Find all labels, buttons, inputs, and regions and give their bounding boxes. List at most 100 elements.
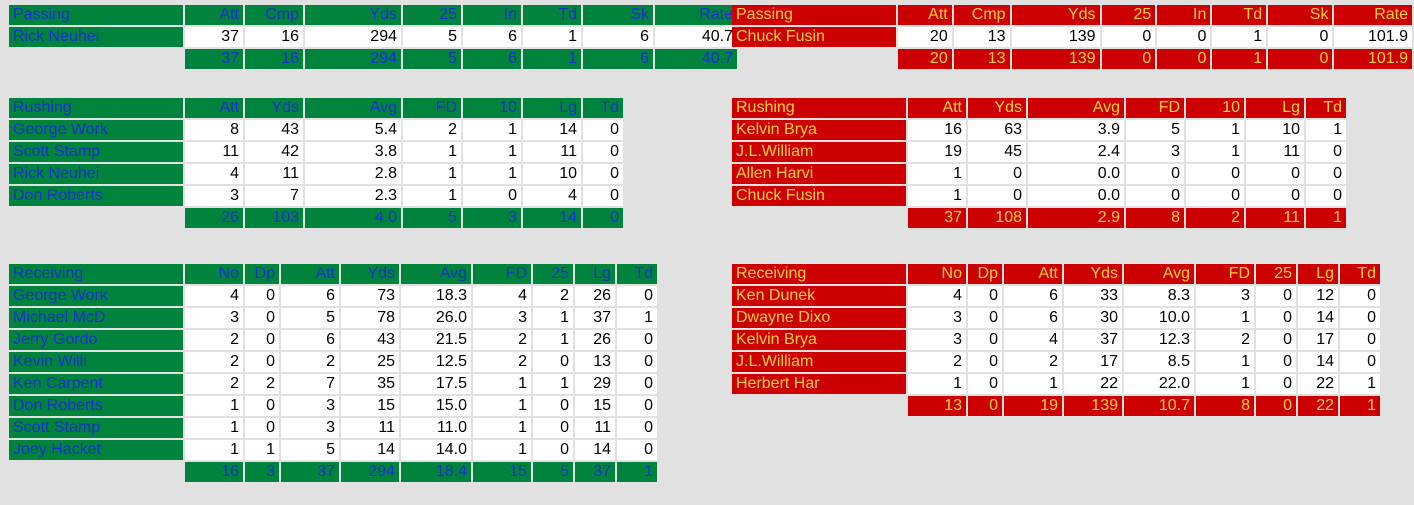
- stat-value: 1: [185, 440, 243, 460]
- total-value: 0: [968, 396, 1002, 416]
- stat-value: 0: [617, 330, 657, 350]
- stat-value: 1: [463, 164, 521, 184]
- header-row: Receiving No Dp Att Yds Avg FD 25 Lg Td: [732, 264, 1380, 284]
- total-value: 19: [1004, 396, 1062, 416]
- total-value: 40.7: [655, 49, 737, 69]
- totals-spacer: [9, 49, 183, 69]
- player-name: Joey Hacket: [9, 440, 183, 460]
- stat-value: 0: [583, 164, 623, 184]
- total-value: 101.9: [1334, 49, 1412, 69]
- stat-value: 2: [185, 352, 243, 372]
- totals-row: 26 103 4.0 5 3 14 0: [9, 208, 623, 228]
- stat-value: 0: [245, 308, 279, 328]
- home-passing-table: Passing Att Cmp Yds 25 In Td Sk Rate Rick Neuhei 3…: [7, 3, 739, 71]
- total-value: 108: [968, 208, 1026, 228]
- total-value: 5: [403, 208, 461, 228]
- stat-value: 4: [185, 164, 243, 184]
- totals-row: 37 16 294 5 6 1 6 40.7: [9, 49, 737, 69]
- stat-value: 1: [533, 374, 573, 394]
- totals-spacer: [732, 396, 906, 416]
- player-name: Kelvin Brya: [732, 330, 906, 350]
- column-header: No: [908, 264, 966, 284]
- column-header: In: [1157, 5, 1211, 25]
- stat-value: 294: [305, 27, 401, 47]
- stat-value: 14: [341, 440, 399, 460]
- stat-value: 2: [473, 330, 531, 350]
- total-value: 37: [185, 49, 243, 69]
- column-header: No: [185, 264, 243, 284]
- stat-value: 0: [1256, 308, 1296, 328]
- player-name: George Work: [9, 286, 183, 306]
- column-header: Avg: [305, 98, 401, 118]
- player-name: Dwayne Dixo: [732, 308, 906, 328]
- stat-value: 2: [403, 120, 461, 140]
- stat-value: 0: [533, 352, 573, 372]
- stat-value: 14: [575, 440, 615, 460]
- stat-value: 11: [575, 418, 615, 438]
- stat-value: 2: [908, 352, 966, 372]
- home-rushing-table: Rushing Att Yds Avg FD 10 Lg Td George Work 8 43 5.…: [7, 96, 625, 230]
- stat-value: 21.5: [401, 330, 471, 350]
- player-name: Michael McD: [9, 308, 183, 328]
- column-header: Att: [281, 264, 339, 284]
- stat-value: 1: [463, 142, 521, 162]
- stat-value: 11: [185, 142, 243, 162]
- column-header: Dp: [245, 264, 279, 284]
- column-header: 25: [533, 264, 573, 284]
- stat-value: 12.5: [401, 352, 471, 372]
- section-title: Passing: [9, 5, 183, 25]
- stat-value: 7: [281, 374, 339, 394]
- stat-value: 11.0: [401, 418, 471, 438]
- player-name: Kevin Willi: [9, 352, 183, 372]
- column-header: 25: [1256, 264, 1296, 284]
- stat-value: 17: [1298, 330, 1338, 350]
- stat-value: 0: [1306, 186, 1346, 206]
- stat-value: 0: [1340, 330, 1380, 350]
- stat-value: 1: [403, 164, 461, 184]
- player-name: J.L.William: [732, 352, 906, 372]
- stat-value: 12.3: [1124, 330, 1194, 350]
- table-row: J.L.William 19 45 2.4 3 1 11 0: [732, 142, 1346, 162]
- table-row: Michael McD 3 0 5 78 26.0 3 1 37 1: [9, 308, 657, 328]
- total-value: 16: [185, 462, 243, 482]
- stat-value: 0: [1306, 164, 1346, 184]
- total-value: 0: [1101, 49, 1156, 69]
- stat-value: 1: [908, 374, 966, 394]
- stat-value: 2.3: [305, 186, 401, 206]
- total-value: 5: [533, 462, 573, 482]
- stat-value: 0: [583, 120, 623, 140]
- stat-value: 1: [1196, 308, 1254, 328]
- stat-value: 43: [341, 330, 399, 350]
- table-row: Joey Hacket 1 1 5 14 14.0 1 0 14 0: [9, 440, 657, 460]
- stat-value: 4: [1004, 330, 1062, 350]
- stat-value: 2: [1004, 352, 1062, 372]
- stat-value: 1: [1212, 27, 1267, 47]
- stat-value: 15: [341, 396, 399, 416]
- stat-value: 3: [281, 418, 339, 438]
- total-value: 294: [305, 49, 401, 69]
- stat-value: 8: [185, 120, 243, 140]
- column-header: In: [463, 5, 521, 25]
- stat-value: 0: [1268, 27, 1333, 47]
- player-name: J.L.William: [732, 142, 906, 162]
- total-value: 13: [908, 396, 966, 416]
- totals-row: 16 3 37 294 18.4 15 5 37 1: [9, 462, 657, 482]
- stat-value: 1: [473, 418, 531, 438]
- header-row: Rushing Att Yds Avg FD 10 Lg Td: [732, 98, 1346, 118]
- table-row: Scott Stamp 11 42 3.8 1 1 11 0: [9, 142, 623, 162]
- stat-value: 1: [473, 396, 531, 416]
- total-value: 0: [1268, 49, 1333, 69]
- stat-value: 0: [968, 330, 1002, 350]
- stat-value: 5: [403, 27, 461, 47]
- player-name: Don Roberts: [9, 396, 183, 416]
- stat-value: 1: [908, 186, 966, 206]
- total-value: 22: [1298, 396, 1338, 416]
- total-value: 6: [583, 49, 653, 69]
- stat-value: 1: [185, 418, 243, 438]
- section-title: Receiving: [9, 264, 183, 284]
- section-title: Passing: [732, 5, 896, 25]
- stat-value: 2: [533, 286, 573, 306]
- stat-value: 0: [1186, 186, 1244, 206]
- stat-value: 3: [473, 308, 531, 328]
- stat-value: 5.4: [305, 120, 401, 140]
